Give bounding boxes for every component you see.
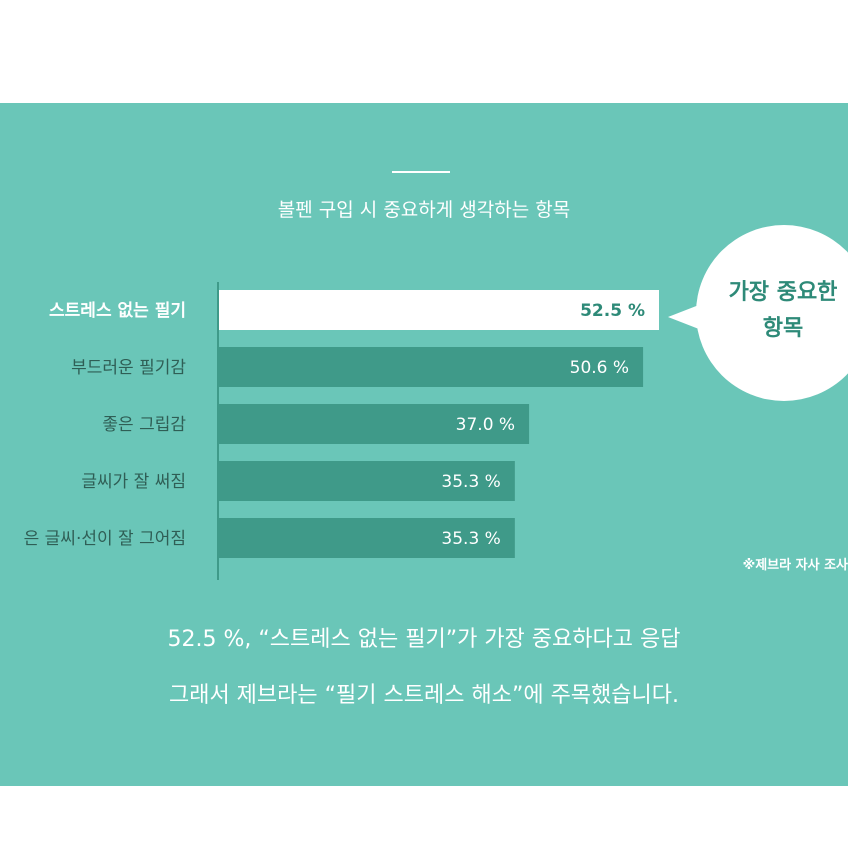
category-label: 좋은 그립감: [102, 415, 186, 435]
bars-group: 52.5 % 스트레스 없는 필기 50.6 % 부드러운 필기감 37.0 % 좋은 그…: [24, 290, 659, 558]
bar-0: [219, 290, 659, 330]
bar-2: [219, 404, 530, 444]
callout-line-1: 가장 중요한: [728, 280, 838, 305]
source-note: ※제브라 자사 조사: [742, 558, 848, 573]
bar-chart: 52.5 % 스트레스 없는 필기 50.6 % 부드러운 필기감 37.0 % 좋은 그…: [24, 282, 659, 580]
bar-value-label: 35.3 %: [441, 529, 500, 549]
infographic-panel: 볼펜 구입 시 중요하게 생각하는 항목 52.5 % 스트레스 없는 필기 50.…: [0, 103, 848, 786]
callout-line-2: 항목: [762, 316, 804, 341]
bar-1: [219, 347, 644, 387]
bar-3: [219, 461, 515, 501]
bar-value-label: 50.6 %: [570, 358, 629, 378]
chart-title: 볼펜 구입 시 중요하게 생각하는 항목: [277, 199, 571, 221]
summary-line-1: 52.5 %, “스트레스 없는 필기”가 가장 중요하다고 응답: [167, 627, 681, 652]
bar-4: [219, 518, 515, 558]
bar-value-label: 52.5 %: [580, 301, 645, 321]
category-label: 부드러운 필기감: [71, 358, 186, 378]
callout-bubble: [696, 225, 848, 401]
callout-text: 가장 중요한 항목: [708, 275, 848, 347]
bar-value-label: 35.3 %: [441, 472, 500, 492]
category-label: 글씨가 잘 써짐: [81, 472, 186, 492]
bar-value-label: 37.0 %: [456, 415, 515, 435]
category-label: 은 글씨·선이 잘 그어짐: [24, 529, 186, 549]
category-label: 스트레스 없는 필기: [49, 301, 186, 321]
title-rule: [392, 171, 450, 173]
summary-line-2: 그래서 제브라는 “필기 스트레스 해소”에 주목했습니다.: [168, 683, 680, 708]
